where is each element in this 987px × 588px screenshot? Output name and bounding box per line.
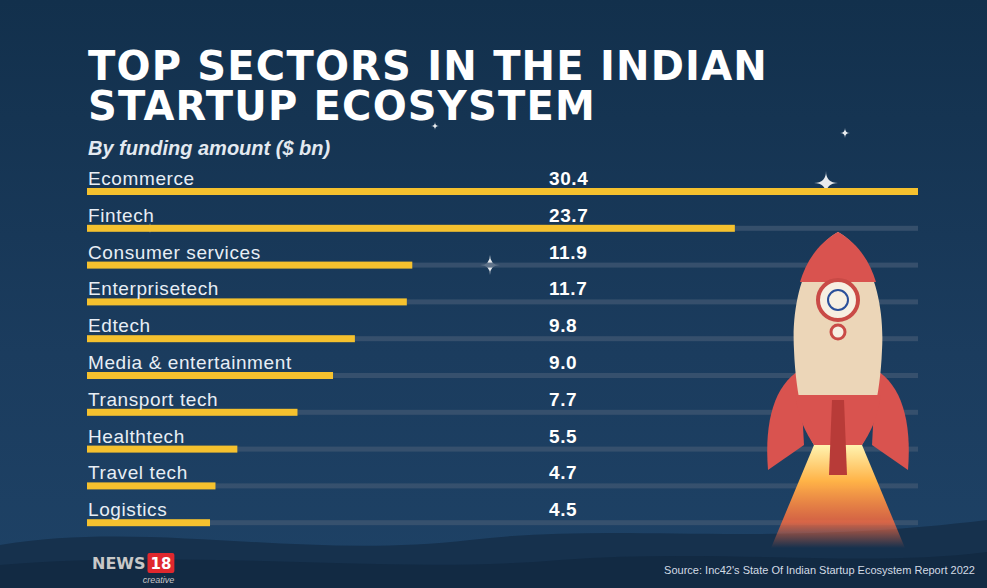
rocket-fin xyxy=(829,400,847,475)
category-label: Logistics xyxy=(88,499,167,520)
bar xyxy=(87,298,407,305)
bar xyxy=(87,519,210,526)
data-label: 7.7 xyxy=(549,389,577,410)
subtitle: By funding amount ($ bn) xyxy=(88,137,331,159)
bar-track xyxy=(87,483,918,488)
category-label: Ecommerce xyxy=(88,168,195,189)
bar-track xyxy=(87,299,918,304)
bar xyxy=(87,482,215,489)
data-label: 5.5 xyxy=(549,426,577,447)
bar xyxy=(87,335,355,342)
bar-track xyxy=(87,263,918,268)
data-label: 30.4 xyxy=(549,168,588,189)
rocket xyxy=(767,232,909,548)
category-label: Travel tech xyxy=(88,462,188,483)
category-label: Consumer services xyxy=(88,242,261,263)
bar xyxy=(87,409,297,416)
data-label: 9.8 xyxy=(549,315,577,336)
category-label: Media & entertainment xyxy=(88,352,292,373)
data-label: 11.9 xyxy=(549,242,587,263)
logo-box xyxy=(148,553,175,573)
source: Source: Inc42's State Of Indian Startup … xyxy=(664,564,975,576)
logo-sub: creative xyxy=(143,575,175,585)
labels: Ecommerce 30.4 Fintech 23.7 Consumer service… xyxy=(88,168,588,520)
rocket-window xyxy=(831,325,845,339)
chart-svg: TOP SECTORS IN THE INDIANSTARTUP ECOSYST… xyxy=(0,0,987,588)
bar xyxy=(87,225,735,232)
bars xyxy=(87,188,918,526)
data-label: 11.7 xyxy=(549,278,587,299)
title-line: STARTUP ECOSYSTEM xyxy=(88,83,596,129)
category-label: Edtech xyxy=(88,315,151,336)
category-label: Enterprisetech xyxy=(88,278,219,299)
rocket-chakra xyxy=(828,290,848,310)
rocket-window xyxy=(818,280,858,320)
title: TOP SECTORS IN THE INDIANSTARTUP ECOSYST… xyxy=(88,43,768,129)
background xyxy=(0,0,987,588)
logo-text: NEWS xyxy=(92,554,146,573)
category-label: Transport tech xyxy=(88,389,218,410)
category-label: Healthtech xyxy=(88,426,185,447)
logo-number: 18 xyxy=(151,555,172,573)
data-label: 4.5 xyxy=(549,499,577,520)
star xyxy=(840,128,850,138)
data-label: 9.0 xyxy=(549,352,577,373)
bar xyxy=(87,188,918,195)
bar-track xyxy=(87,189,918,194)
data-label: 4.7 xyxy=(549,462,577,483)
bar-track xyxy=(87,336,918,341)
bar xyxy=(87,446,237,453)
bar-track xyxy=(87,226,918,231)
bar xyxy=(87,262,412,269)
rocket-nose xyxy=(800,232,876,282)
data-label: 23.7 xyxy=(549,205,588,226)
bar xyxy=(87,372,333,379)
logo: NEWS 18 creative xyxy=(92,553,174,585)
category-label: Fintech xyxy=(88,205,155,226)
tracks xyxy=(87,189,918,525)
hill xyxy=(0,552,987,588)
